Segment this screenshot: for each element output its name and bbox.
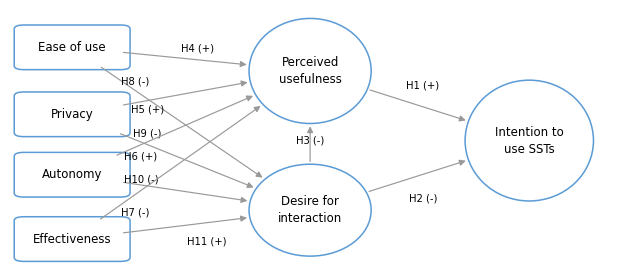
Text: H3 (-): H3 (-) [296, 135, 324, 145]
Ellipse shape [249, 164, 371, 256]
FancyBboxPatch shape [14, 25, 130, 70]
Text: H9 (-): H9 (-) [133, 129, 162, 139]
Text: H5 (+): H5 (+) [131, 104, 164, 114]
Text: Desire for
interaction: Desire for interaction [278, 195, 343, 225]
Text: H8 (-): H8 (-) [121, 76, 149, 87]
Text: Effectiveness: Effectiveness [33, 233, 111, 245]
FancyBboxPatch shape [14, 217, 130, 261]
Text: Autonomy: Autonomy [42, 168, 102, 181]
Text: H7 (-): H7 (-) [121, 208, 149, 218]
Text: H11 (+): H11 (+) [187, 237, 227, 247]
Text: Ease of use: Ease of use [38, 41, 106, 54]
Text: H10 (-): H10 (-) [124, 175, 158, 185]
Text: Privacy: Privacy [50, 108, 93, 121]
Text: H4 (+): H4 (+) [181, 44, 214, 54]
Ellipse shape [249, 18, 371, 124]
Text: H1 (+): H1 (+) [406, 80, 440, 90]
FancyBboxPatch shape [14, 152, 130, 197]
Ellipse shape [465, 80, 594, 201]
Text: Perceived
usefulness: Perceived usefulness [279, 56, 341, 86]
Text: Intention to
use SSTs: Intention to use SSTs [495, 126, 564, 155]
Text: H2 (-): H2 (-) [408, 193, 437, 203]
Text: H6 (+): H6 (+) [125, 151, 158, 161]
FancyBboxPatch shape [14, 92, 130, 137]
